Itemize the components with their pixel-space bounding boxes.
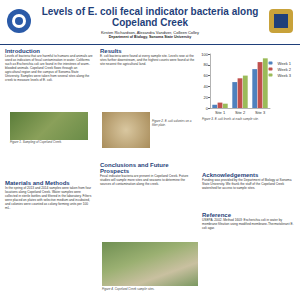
html-text:Fecal indicator bacteria are p: Fecal indicator bacteria are present in … [100,174,189,186]
html-text:Acknowledgements: Acknowledgements [202,172,259,178]
html-text:E. coli bacteria were found at: E. coli bacteria were found at every sam… [100,54,195,66]
svg-text:Site 1: Site 1 [215,110,226,115]
html-text:Reference: Reference [202,212,231,218]
svg-text:Week 1: Week 1 [278,61,292,66]
svg-text:80: 80 [204,62,209,67]
svg-text:Week 2: Week 2 [278,67,292,72]
html-text:Conclusions and Future Prospec: Conclusions and Future Prospects [100,162,169,174]
svg-text:40: 40 [204,84,209,89]
html-text:Materials and Methods: Materials and Methods [5,180,70,186]
html-text:Introduction: Introduction [5,48,40,54]
svg-text:0: 0 [206,106,209,111]
svg-text:Week 3: Week 3 [278,73,292,78]
html-text:Department of Biology, Sonoma: Department of Biology, Sonoma State Univ… [108,35,192,39]
html-text:Figure 4. Copeland Creek sampl: Figure 4. Copeland Creek sample sites. [102,287,155,291]
html-text:Figure 2. E. coli colonies on: Figure 2. E. coli colonies on a filter p… [152,119,192,127]
html-text:Figure 3. E. coli levels at ea: Figure 3. E. coli levels at each sample … [202,117,259,121]
html-text:Results: Results [100,48,122,54]
svg-text:20: 20 [204,95,209,100]
html-text:Levels of E. coli fecal indica: Levels of E. coli fecal indicator bacter… [41,6,259,28]
html-text:Kirsten Richardson, Alexandra: Kirsten Richardson, Alexandra Vandiver, … [100,30,200,35]
svg-text:60: 60 [204,73,209,78]
svg-text:Site 3: Site 3 [255,110,266,115]
html-text:USEPA. 2002. Method 1603: Esch: USEPA. 2002. Method 1603: Escherichia co… [202,218,294,230]
html-text:Levels of bacteria that are ha: Levels of bacteria that are harmful to h… [5,54,93,82]
svg-text:Site 2: Site 2 [235,110,246,115]
html-text:Figure 1. Sampling of Copeland: Figure 1. Sampling of Copeland Creek. [10,140,62,144]
html-text:Funding was provided by the De: Funding was provided by the Department o… [202,178,292,190]
html-text:In the spring of 2013 and 2014: In the spring of 2013 and 2014 samples w… [5,186,92,210]
svg-text:100: 100 [201,52,208,57]
